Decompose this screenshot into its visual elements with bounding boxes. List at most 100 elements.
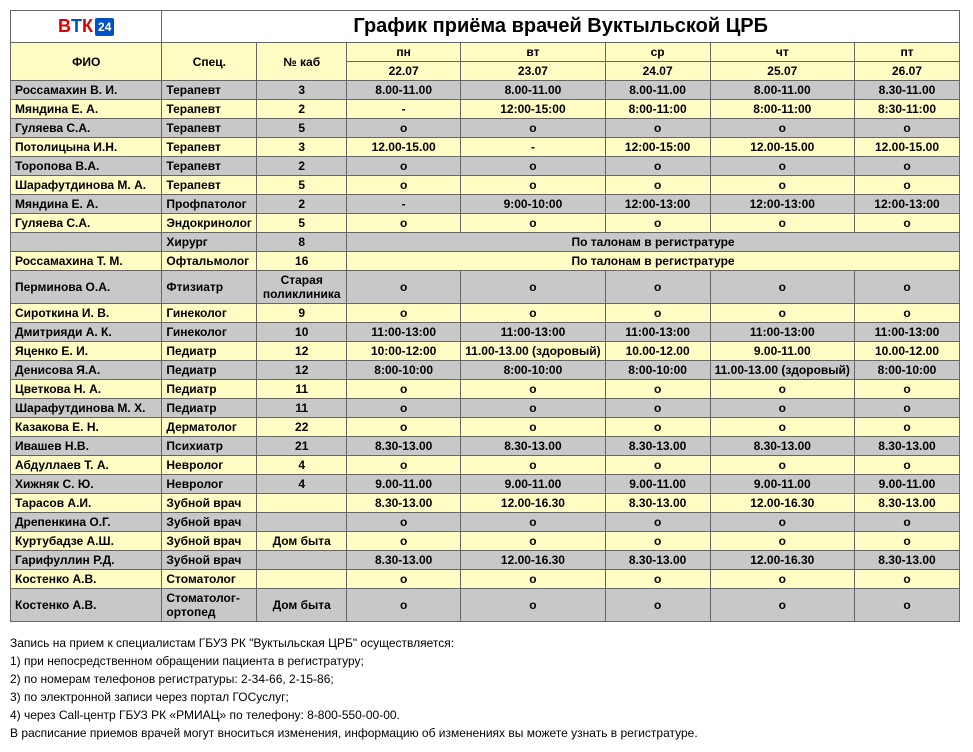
time-cell: 12.00-15.00: [347, 138, 461, 157]
time-cell: 8.30-13.00: [347, 494, 461, 513]
time-cell: 10:00-12:00: [347, 342, 461, 361]
logo: ВТК24: [11, 11, 162, 43]
time-cell: о: [347, 214, 461, 233]
doctor-spec: Терапевт: [162, 81, 257, 100]
doctor-room: 12: [257, 361, 347, 380]
doctor-room: Старая поликлиника: [257, 271, 347, 304]
doctor-name: Цветкова Н. А.: [11, 380, 162, 399]
doctor-name: Россамахин В. И.: [11, 81, 162, 100]
doctor-spec: Фтизиатр: [162, 271, 257, 304]
time-cell: о: [855, 589, 960, 622]
time-cell: 8.30-13.00: [461, 437, 605, 456]
footer-line: 1) при непосредственном обращении пациен…: [10, 652, 960, 670]
time-cell: 12:00-13:00: [605, 195, 710, 214]
date-header: 24.07: [605, 62, 710, 81]
doctor-room: Дом быта: [257, 532, 347, 551]
doctor-spec: Педиатр: [162, 399, 257, 418]
time-cell: 12:00-13:00: [710, 195, 854, 214]
time-cell: о: [347, 570, 461, 589]
doctor-name: Дмитрияди А. К.: [11, 323, 162, 342]
doctor-name: Денисова Я.А.: [11, 361, 162, 380]
time-cell: о: [710, 380, 854, 399]
doctor-room: 21: [257, 437, 347, 456]
time-cell: о: [855, 176, 960, 195]
col-fio: ФИО: [11, 43, 162, 81]
time-cell: 9.00-11.00: [605, 475, 710, 494]
time-cell: о: [605, 304, 710, 323]
time-cell: о: [855, 214, 960, 233]
time-cell: о: [461, 271, 605, 304]
doctor-name: Костенко А.В.: [11, 589, 162, 622]
doctor-name: Шарафутдинова М. А.: [11, 176, 162, 195]
time-cell: о: [461, 399, 605, 418]
time-cell: о: [855, 418, 960, 437]
doctor-room: 2: [257, 157, 347, 176]
time-cell: 9.00-11.00: [347, 475, 461, 494]
doctor-name: Дрепенкина О.Г.: [11, 513, 162, 532]
doctor-spec: Терапевт: [162, 119, 257, 138]
doctor-name: Яценко Е. И.: [11, 342, 162, 361]
date-header: 25.07: [710, 62, 854, 81]
time-cell: 11:00-13:00: [855, 323, 960, 342]
doctor-spec: Терапевт: [162, 157, 257, 176]
time-cell: 9.00-11.00: [710, 342, 854, 361]
time-cell: о: [347, 176, 461, 195]
doctor-room: 11: [257, 380, 347, 399]
time-cell: о: [605, 532, 710, 551]
time-cell: 8.00-11.00: [461, 81, 605, 100]
doctor-spec: Педиатр: [162, 342, 257, 361]
time-cell: 11.00-13.00 (здоровый): [461, 342, 605, 361]
time-cell: 8.30-13.00: [855, 494, 960, 513]
doctor-spec: Хирург: [162, 233, 257, 252]
doctor-name: Хижняк С. Ю.: [11, 475, 162, 494]
doctor-name: Мяндина Е. А.: [11, 100, 162, 119]
doctor-spec: Офтальмолог: [162, 252, 257, 271]
time-cell: о: [461, 176, 605, 195]
day-header: пн: [347, 43, 461, 62]
time-cell: о: [855, 157, 960, 176]
time-cell: о: [347, 157, 461, 176]
time-cell: 12:00-13:00: [855, 195, 960, 214]
time-cell: 8:00-11:00: [710, 100, 854, 119]
doctor-room: 4: [257, 456, 347, 475]
time-cell: 8.30-13.00: [855, 437, 960, 456]
doctor-room: 4: [257, 475, 347, 494]
doctor-spec: Профпатолог: [162, 195, 257, 214]
time-cell: о: [347, 399, 461, 418]
day-header: пт: [855, 43, 960, 62]
time-cell: о: [710, 456, 854, 475]
date-header: 23.07: [461, 62, 605, 81]
time-cell: о: [347, 456, 461, 475]
time-cell: 12:00-15:00: [605, 138, 710, 157]
time-cell: о: [461, 513, 605, 532]
doctor-name: Куртубадзе А.Ш.: [11, 532, 162, 551]
time-cell: -: [347, 100, 461, 119]
time-cell: 8.30-11.00: [855, 81, 960, 100]
day-header: вт: [461, 43, 605, 62]
doctor-room: 22: [257, 418, 347, 437]
page-title: График приёма врачей Вуктыльской ЦРБ: [162, 11, 960, 43]
time-cell: о: [710, 304, 854, 323]
footer-line: 2) по номерам телефонов регистратуры: 2-…: [10, 670, 960, 688]
time-cell: о: [605, 380, 710, 399]
time-cell: о: [855, 513, 960, 532]
doctor-spec: Педиатр: [162, 361, 257, 380]
doctor-spec: Невролог: [162, 475, 257, 494]
time-cell: 8.00-11.00: [710, 81, 854, 100]
time-cell: о: [461, 214, 605, 233]
doctor-name: Гарифуллин Р.Д.: [11, 551, 162, 570]
merged-note: По талонам в регистратуре: [347, 233, 960, 252]
doctor-name: Перминова О.А.: [11, 271, 162, 304]
time-cell: о: [710, 399, 854, 418]
doctor-room: Дом быта: [257, 589, 347, 622]
time-cell: о: [605, 271, 710, 304]
time-cell: о: [461, 119, 605, 138]
doctor-spec: Психиатр: [162, 437, 257, 456]
doctor-spec: Гинеколог: [162, 323, 257, 342]
time-cell: о: [347, 380, 461, 399]
doctor-spec: Невролог: [162, 456, 257, 475]
time-cell: о: [855, 570, 960, 589]
time-cell: о: [710, 532, 854, 551]
time-cell: 8:30-11:00: [855, 100, 960, 119]
time-cell: 10.00-12.00: [605, 342, 710, 361]
